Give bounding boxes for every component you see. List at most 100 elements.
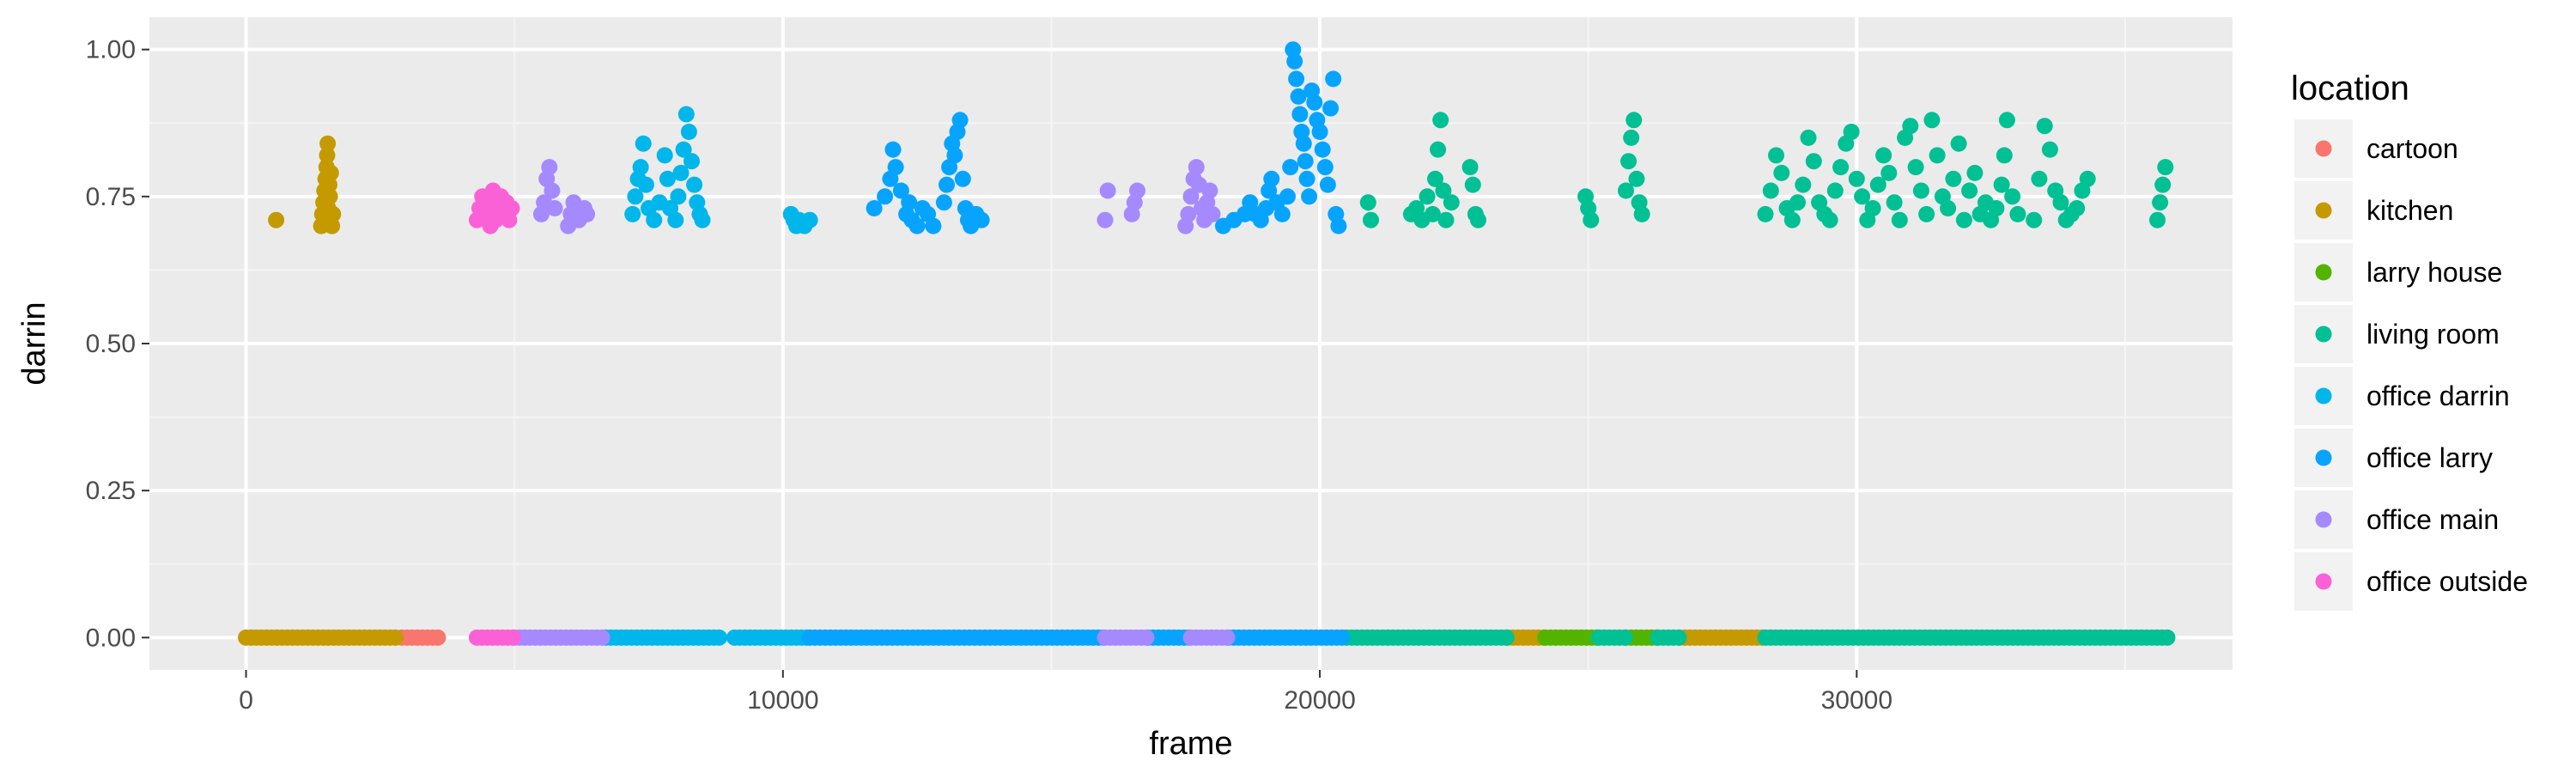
data-point [973, 211, 990, 228]
legend-label: office main [2366, 504, 2499, 535]
data-point [1424, 205, 1441, 222]
data-point [1583, 211, 1600, 228]
data-point [1633, 205, 1650, 222]
data-point [901, 194, 918, 211]
data-point [322, 164, 339, 181]
data-point [951, 112, 969, 129]
y-axis-title: darrin [16, 301, 52, 385]
data-point [2069, 200, 2086, 216]
data-point [1301, 188, 1318, 205]
data-point [1097, 211, 1114, 228]
data-point [2041, 141, 2058, 158]
data-point [1498, 629, 1515, 646]
legend-marker [2315, 511, 2332, 528]
zero-run-kitchen [238, 629, 404, 646]
series-office-darrin [624, 106, 818, 234]
data-point [2031, 170, 2048, 187]
data-point [1288, 70, 1305, 88]
data-point [544, 182, 561, 199]
data-point [1286, 52, 1303, 70]
data-point [877, 188, 894, 205]
data-point [694, 211, 711, 228]
data-point [324, 217, 341, 234]
data-point [504, 629, 521, 646]
data-points [268, 41, 2174, 234]
y-tick-label: 0.00 [86, 624, 136, 652]
data-point [1432, 112, 1449, 129]
data-point [908, 217, 926, 234]
data-point [677, 106, 695, 123]
series-kitchen [268, 135, 342, 234]
data-point [680, 124, 697, 140]
data-point [1670, 629, 1687, 646]
data-point [2079, 170, 2096, 187]
data-point [1291, 106, 1309, 123]
data-point [1470, 211, 1486, 228]
data-point [686, 176, 703, 193]
data-point [1902, 118, 1919, 135]
legend-marker [2315, 326, 2332, 343]
legend-title: location [2291, 70, 2409, 107]
legend-marker [2315, 264, 2332, 281]
zero-run-living-room [1757, 629, 2176, 646]
legend-items: cartoon kitchen larry house living room offi… [2294, 119, 2528, 611]
x-axis-title: frame [1149, 726, 1232, 762]
legend-marker [2315, 387, 2332, 405]
x-axis-ticks: 0 10000 20000 30000 [239, 670, 1893, 715]
data-point [1875, 147, 1893, 164]
data-point [1311, 124, 1328, 140]
legend-item-living-room: living room [2294, 305, 2500, 363]
data-point [2159, 629, 2176, 646]
data-point [887, 159, 904, 176]
data-point [1966, 164, 1984, 181]
data-point [1625, 112, 1643, 129]
data-point [1334, 629, 1351, 646]
zero-run-office-main [506, 629, 611, 646]
zero-run-living-room [1338, 629, 1515, 646]
data-point [1427, 170, 1443, 187]
data-point [1282, 159, 1299, 176]
data-point [1437, 211, 1455, 228]
data-point [624, 205, 641, 222]
x-tick-label: 0 [239, 686, 253, 715]
data-point [646, 211, 663, 228]
series-living-room [1359, 112, 2174, 228]
legend-label: kitchen [2366, 195, 2453, 226]
data-point [1201, 182, 1218, 199]
x-tick-label: 20000 [1284, 686, 1355, 715]
data-point [1869, 176, 1886, 193]
data-point [1961, 182, 1978, 199]
data-point [675, 141, 692, 158]
data-point [1940, 200, 1957, 216]
series-office-outside [468, 182, 520, 234]
data-point [268, 211, 285, 228]
data-point [1435, 182, 1452, 199]
legend-label: office larry [2366, 442, 2493, 473]
y-tick-label: 1.00 [86, 36, 136, 64]
data-point [1363, 211, 1379, 228]
data-point [2152, 194, 2169, 211]
legend-item-cartoon: cartoon [2294, 119, 2458, 178]
data-point [1800, 129, 1817, 146]
data-point [1795, 176, 1812, 193]
data-point [1912, 182, 1929, 199]
data-point [1628, 170, 1645, 187]
data-point [1821, 211, 1838, 228]
zero-run-office-darrin [726, 629, 815, 646]
data-point [1998, 112, 2015, 129]
data-point [1832, 159, 1850, 176]
data-point [1988, 200, 2005, 216]
data-point [925, 217, 942, 234]
legend-label: larry house [2366, 257, 2502, 288]
data-point [2009, 205, 2026, 222]
y-axis-ticks: 0.00 0.25 0.50 0.75 1.00 [86, 36, 149, 652]
y-tick-label: 0.50 [86, 330, 136, 358]
data-point [1923, 112, 1941, 129]
data-point [593, 629, 611, 646]
data-point [1620, 153, 1637, 170]
data-point [1461, 159, 1479, 176]
data-point [2149, 211, 2166, 228]
legend-item-larry-house: larry house [2294, 243, 2502, 301]
zero-value-points [238, 629, 2176, 646]
